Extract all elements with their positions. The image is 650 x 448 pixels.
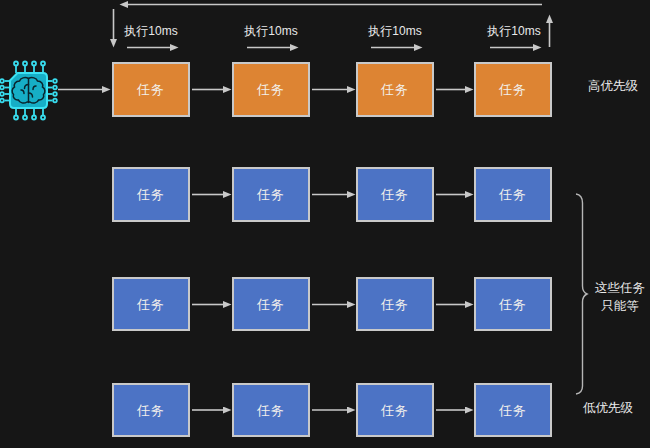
diagram-lines-layer: [0, 0, 650, 448]
task-box: 任务: [474, 277, 552, 331]
task-label: 任务: [499, 188, 527, 201]
task-box: 任务: [232, 277, 310, 331]
task-box: 任务: [356, 167, 434, 222]
task-label: 任务: [137, 188, 165, 201]
task-box: 任务: [112, 167, 190, 222]
task-label: 任务: [499, 298, 527, 311]
exec-duration-label-3: 执行10ms: [363, 24, 427, 38]
task-label: 任务: [381, 83, 409, 96]
task-label: 任务: [257, 188, 285, 201]
cpu-pins: [0, 62, 57, 120]
task-label: 任务: [137, 298, 165, 311]
task-label: 任务: [499, 404, 527, 417]
task-label: 任务: [381, 188, 409, 201]
scheduler-diagram: 执行10ms 执行10ms 执行10ms 执行10ms 任务 任务 任务 任务 …: [0, 0, 650, 448]
task-label: 任务: [499, 83, 527, 96]
brain-icon: [12, 78, 45, 103]
waiting-group-brace: [576, 194, 587, 394]
cpu-chip-body: [10, 73, 47, 108]
task-label: 任务: [137, 83, 165, 96]
task-label: 任务: [137, 404, 165, 417]
low-priority-label: 低优先级: [581, 399, 635, 417]
task-box: 任务: [232, 167, 310, 222]
task-box: 任务: [356, 383, 434, 437]
task-box: 任务: [474, 62, 552, 117]
task-label: 任务: [257, 298, 285, 311]
waiting-tasks-note-line2: 只能等: [588, 297, 650, 315]
exec-duration-label-1: 执行10ms: [119, 24, 183, 38]
task-box: 任务: [232, 383, 310, 437]
task-box: 任务: [474, 383, 552, 437]
exec-duration-label-4: 执行10ms: [482, 24, 546, 38]
waiting-tasks-note-line1: 这些任务: [588, 279, 650, 297]
task-box: 任务: [232, 62, 310, 117]
task-label: 任务: [257, 83, 285, 96]
high-priority-label: 高优先级: [586, 77, 640, 95]
waiting-tasks-note: 这些任务 只能等: [588, 279, 650, 315]
task-label: 任务: [257, 404, 285, 417]
cpu-brain-icon: [0, 62, 57, 120]
task-box: 任务: [112, 62, 190, 117]
task-label: 任务: [381, 298, 409, 311]
task-box: 任务: [112, 277, 190, 331]
task-box: 任务: [474, 167, 552, 222]
exec-duration-label-2: 执行10ms: [239, 24, 303, 38]
task-box: 任务: [356, 62, 434, 117]
task-label: 任务: [381, 404, 409, 417]
task-box: 任务: [356, 277, 434, 331]
task-box: 任务: [112, 383, 190, 437]
